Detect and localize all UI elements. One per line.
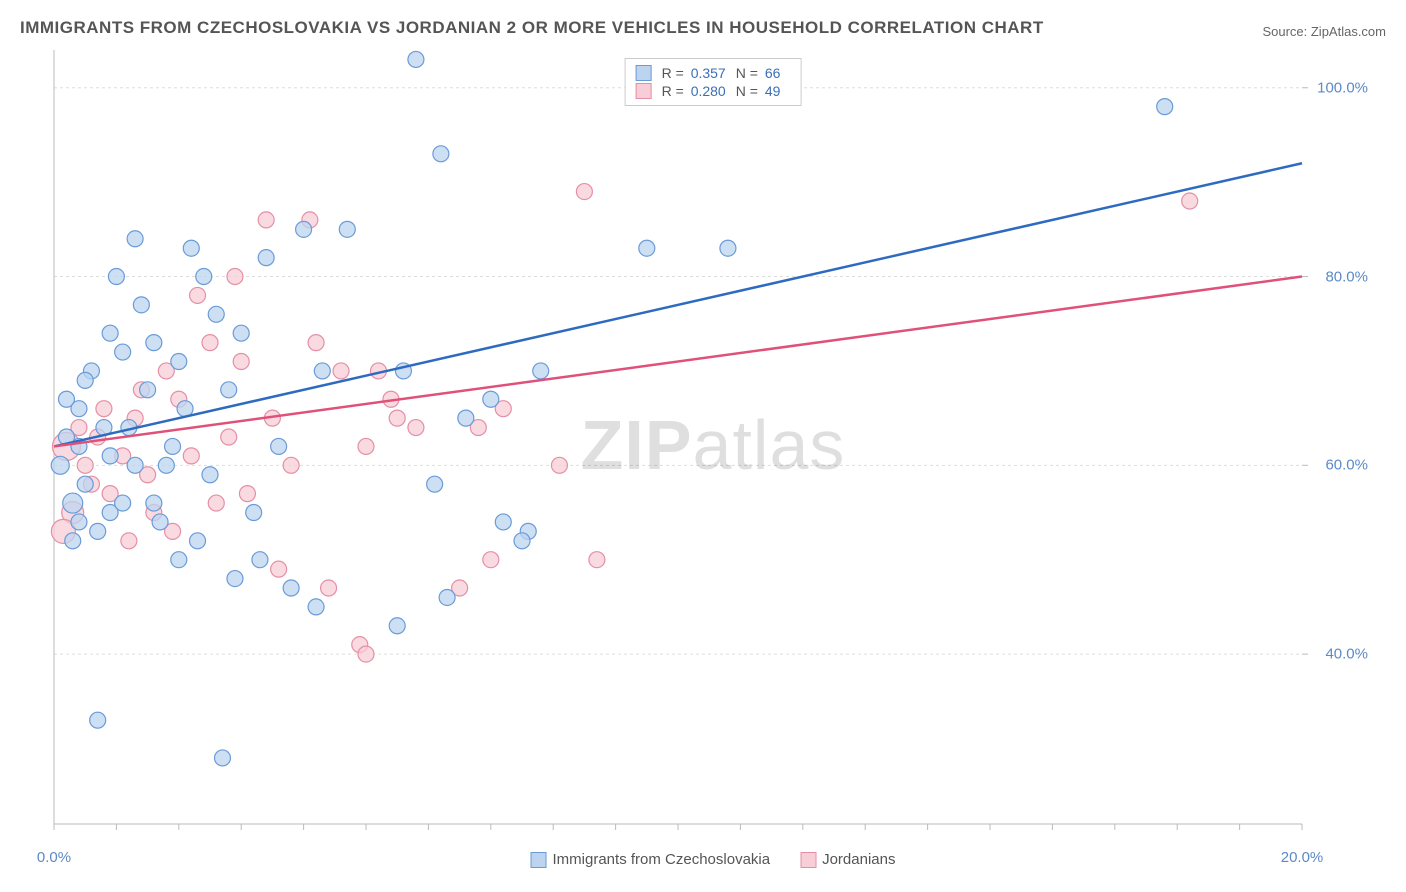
legend-swatch bbox=[800, 852, 816, 868]
chart-container: 2 or more Vehicles in Household ZIPatlas… bbox=[48, 50, 1378, 840]
legend-stat-row: R = 0.280N = 49 bbox=[636, 83, 791, 99]
legend-stat-text: R = 0.280N = 49 bbox=[662, 83, 791, 99]
scatter-plot bbox=[48, 50, 1378, 840]
legend-swatch bbox=[636, 83, 652, 99]
source-attribution: Source: ZipAtlas.com bbox=[1262, 24, 1386, 39]
y-tick-label: 100.0% bbox=[1317, 79, 1368, 96]
y-tick-label: 80.0% bbox=[1325, 268, 1368, 285]
y-tick-label: 60.0% bbox=[1325, 457, 1368, 474]
legend-label: Immigrants from Czechoslovakia bbox=[553, 851, 771, 868]
legend-swatch bbox=[636, 65, 652, 81]
legend-stat-row: R = 0.357N = 66 bbox=[636, 65, 791, 81]
x-tick-label: 0.0% bbox=[37, 849, 71, 866]
chart-title: IMMIGRANTS FROM CZECHOSLOVAKIA VS JORDAN… bbox=[20, 18, 1044, 38]
source-prefix: Source: bbox=[1262, 24, 1310, 39]
legend-swatch bbox=[531, 852, 547, 868]
legend-item: Immigrants from Czechoslovakia bbox=[531, 851, 771, 868]
source-link[interactable]: ZipAtlas.com bbox=[1311, 24, 1386, 39]
legend-series: Immigrants from Czechoslovakia Jordanians bbox=[531, 851, 896, 868]
legend-stat-text: R = 0.357N = 66 bbox=[662, 65, 791, 81]
y-tick-label: 40.0% bbox=[1325, 646, 1368, 663]
legend-item: Jordanians bbox=[800, 851, 895, 868]
x-tick-label: 20.0% bbox=[1281, 849, 1324, 866]
legend-label: Jordanians bbox=[822, 851, 895, 868]
legend-stats: R = 0.357N = 66 R = 0.280N = 49 bbox=[625, 58, 802, 106]
